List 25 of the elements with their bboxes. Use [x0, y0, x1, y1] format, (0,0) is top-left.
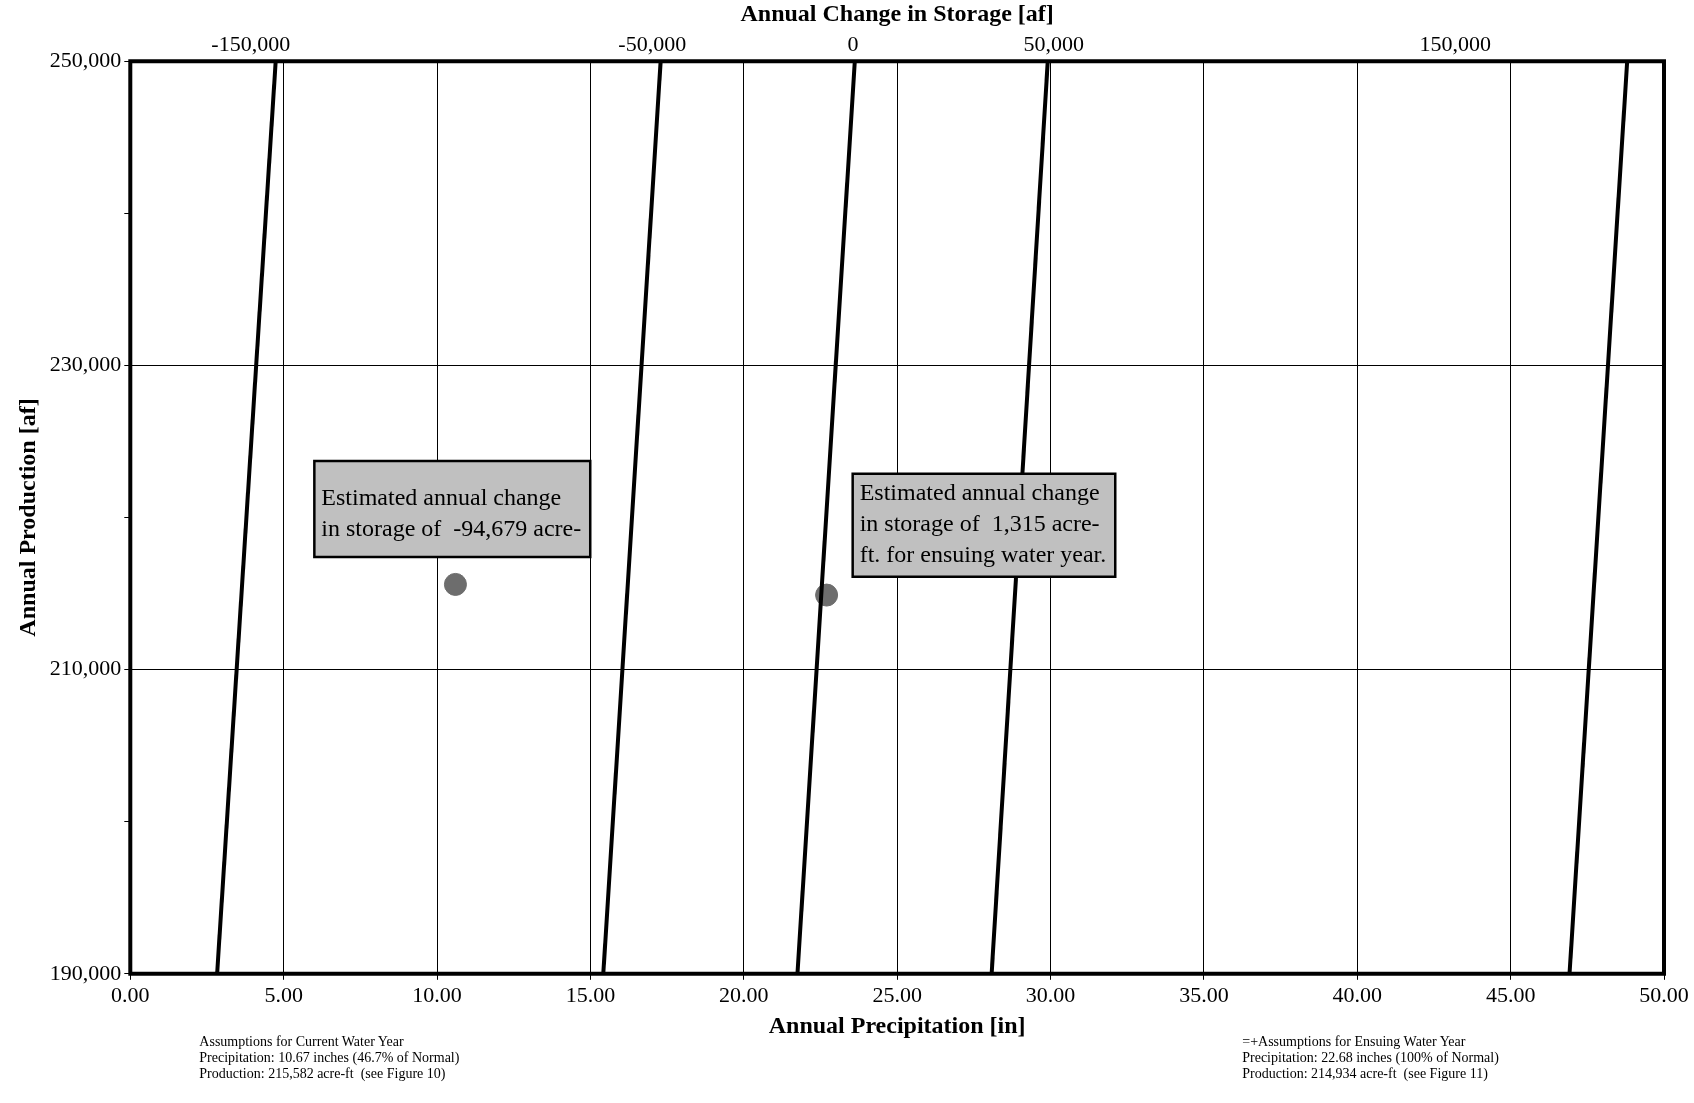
x2-tick-label: -50,000	[618, 30, 687, 56]
annotation: Estimated annual change in storage of 1,315 acre- ft. for ensuing water year.	[859, 479, 1107, 568]
x2-tick-label: 0	[847, 30, 859, 56]
y-axis-title: Annual Production [af]	[13, 398, 40, 637]
x-tick-label: 10.00	[412, 981, 462, 1007]
x-tick-label: 45.00	[1485, 981, 1536, 1007]
x-tick-label: 5.00	[264, 981, 303, 1007]
x-tick-label: 40.00	[1332, 981, 1383, 1007]
y-tick-label: 250,000	[49, 46, 122, 72]
x-tick-label: 35.00	[1179, 981, 1229, 1007]
x-tick-label: 50.00	[1639, 981, 1689, 1007]
x-tick-label: 15.00	[565, 981, 616, 1007]
x2-tick-label: -150,000	[211, 30, 291, 56]
x-axis-title: Annual Precipitation [in]	[768, 1011, 1026, 1038]
y-tick-label: 230,000	[49, 351, 122, 377]
x2-tick-label: 150,000	[1419, 30, 1491, 56]
y-tick-label: 210,000	[49, 655, 122, 681]
x-tick-label: 30.00	[1025, 981, 1076, 1007]
x2-tick-label: 50,000	[1023, 30, 1084, 56]
x-tick-label: 20.00	[719, 981, 769, 1007]
annotation: Estimated annual change in storage of -94,679 acre-	[321, 483, 582, 541]
text: Assumptions for Current Water Year Precipitation: 10.67 inches (46.7% of Normal) Production: 215,582 acre-ft (see Figure 10)	[199, 1034, 460, 1083]
text: =+Assumptions for Ensuing Water Year Precipitation: 22.68 inches (100% of Normal) Production: 214,934 acre-ft (see Figure 11)	[1242, 1034, 1500, 1083]
x2-axis-title: Annual Change in Storage [af]	[740, 0, 1054, 26]
x-tick-label: 25.00	[872, 981, 922, 1007]
